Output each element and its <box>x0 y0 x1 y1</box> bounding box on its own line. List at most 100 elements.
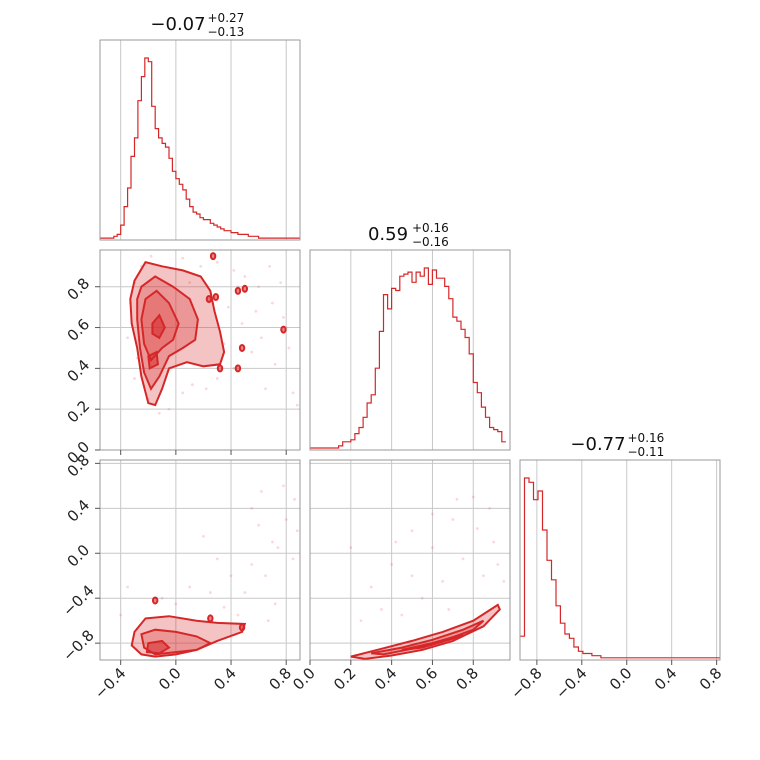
scatter-point <box>250 563 254 566</box>
x-tick-label-2: −0.4 <box>552 664 590 702</box>
scatter-point <box>174 602 178 606</box>
x-tick-label-1: 0.6 <box>412 664 442 694</box>
contour-island <box>238 623 246 632</box>
scatter-point <box>461 557 465 561</box>
param-title-plus-2: +0.16 <box>628 431 665 445</box>
scatter-point <box>291 391 295 395</box>
x-tick-label-1: 0.4 <box>371 664 401 694</box>
scatter-point <box>126 585 129 589</box>
scatter-point <box>276 546 280 550</box>
scatter-point <box>243 591 247 594</box>
scatter-point <box>287 346 291 350</box>
contour-level-0 <box>129 261 226 407</box>
scatter-point <box>181 256 185 260</box>
contour-island <box>241 284 249 293</box>
contour-level-1 <box>371 619 485 656</box>
scatter-point <box>229 574 233 578</box>
x-tick-label-2: 0.8 <box>696 664 726 694</box>
scatter-point <box>215 557 219 561</box>
param-title-median-1: 0.59 <box>368 224 408 245</box>
frame-layer <box>95 39 721 665</box>
scatter-point <box>471 495 475 499</box>
param-title-median-0: −0.07 <box>150 14 205 35</box>
scatter-point <box>204 387 208 391</box>
scatter-point <box>250 350 254 354</box>
x-tick-label-2: −0.8 <box>507 664 545 702</box>
scatter-point <box>191 383 194 387</box>
scatter-point <box>380 608 383 611</box>
y-tick-label-1: 0.6 <box>64 315 94 345</box>
y-tick-label-1: 0.8 <box>64 274 94 304</box>
scatter-point <box>264 574 267 578</box>
contour-core <box>145 639 171 655</box>
scatter-point <box>243 275 247 278</box>
scatter-point <box>188 281 192 285</box>
contour-island <box>212 292 220 301</box>
scatter-point <box>400 613 404 617</box>
contour-island <box>216 364 224 373</box>
scatter-point <box>236 613 240 617</box>
histogram-1 <box>310 267 506 449</box>
contour-core <box>401 633 464 651</box>
y-tick-label-2: 0.4 <box>64 496 94 526</box>
scatter-point <box>240 322 244 325</box>
contour-island <box>209 252 217 261</box>
y-tick-label-2: −0.4 <box>59 581 97 619</box>
y-tick-label-1: 0.2 <box>64 397 94 427</box>
scatter-point <box>250 506 254 510</box>
param-title-median-2: −0.77 <box>570 434 625 455</box>
scatter-point <box>282 315 285 319</box>
contour-island <box>238 343 246 352</box>
panel-frame-0-1 <box>99 249 301 451</box>
scatter-point <box>167 407 171 411</box>
scatter-point <box>149 254 153 258</box>
scatter-point <box>119 613 123 617</box>
scatter-point <box>431 546 434 550</box>
scatter-point <box>293 497 296 501</box>
contour-island <box>151 596 159 605</box>
x-tick-label-1: 0.2 <box>330 664 360 694</box>
scatter-point <box>451 518 455 521</box>
y-tick-label-2: 0.0 <box>64 541 94 571</box>
scatter-point <box>257 285 261 289</box>
scatter-point <box>271 301 274 305</box>
scatter-point <box>254 309 258 313</box>
panel-frame-0-2 <box>99 459 301 661</box>
scatter-point <box>420 596 424 600</box>
scatter-point <box>273 362 277 366</box>
scatter-point <box>264 387 267 391</box>
data-layer <box>100 57 720 660</box>
x-tick-label-1: 0.0 <box>289 664 319 694</box>
x-tick-label-2: 0.4 <box>651 664 681 694</box>
scatter-point <box>268 264 272 268</box>
scatter-point <box>199 264 203 268</box>
scatter-point <box>447 608 451 611</box>
scatter-point <box>488 506 491 510</box>
scatter-point <box>279 281 283 285</box>
scatter-point <box>202 535 205 538</box>
scatter-point <box>257 523 261 527</box>
x-tick-label-1: 0.8 <box>452 664 482 694</box>
scatter-point <box>232 366 236 370</box>
contour-island <box>207 614 214 623</box>
scatter-point <box>160 596 164 600</box>
scatter-point <box>157 411 161 415</box>
param-title-minus-1: −0.16 <box>412 235 449 249</box>
scatter-point <box>295 529 299 533</box>
scatter-point <box>215 260 219 264</box>
scatter-point <box>349 546 353 550</box>
scatter-point <box>502 579 506 583</box>
scatter-point <box>222 605 226 609</box>
scatter-point <box>282 484 285 488</box>
scatter-point <box>441 579 445 583</box>
contour-island <box>205 294 213 303</box>
contour-island <box>280 325 287 334</box>
panel-frame-1-2 <box>309 459 511 661</box>
scatter-point <box>226 305 230 309</box>
panel-frame-diag-2 <box>519 459 721 661</box>
scatter-point <box>208 591 212 594</box>
x-tick-label-2: 0.0 <box>606 664 636 694</box>
scatter-point <box>431 512 434 516</box>
scatter-point <box>273 602 277 606</box>
